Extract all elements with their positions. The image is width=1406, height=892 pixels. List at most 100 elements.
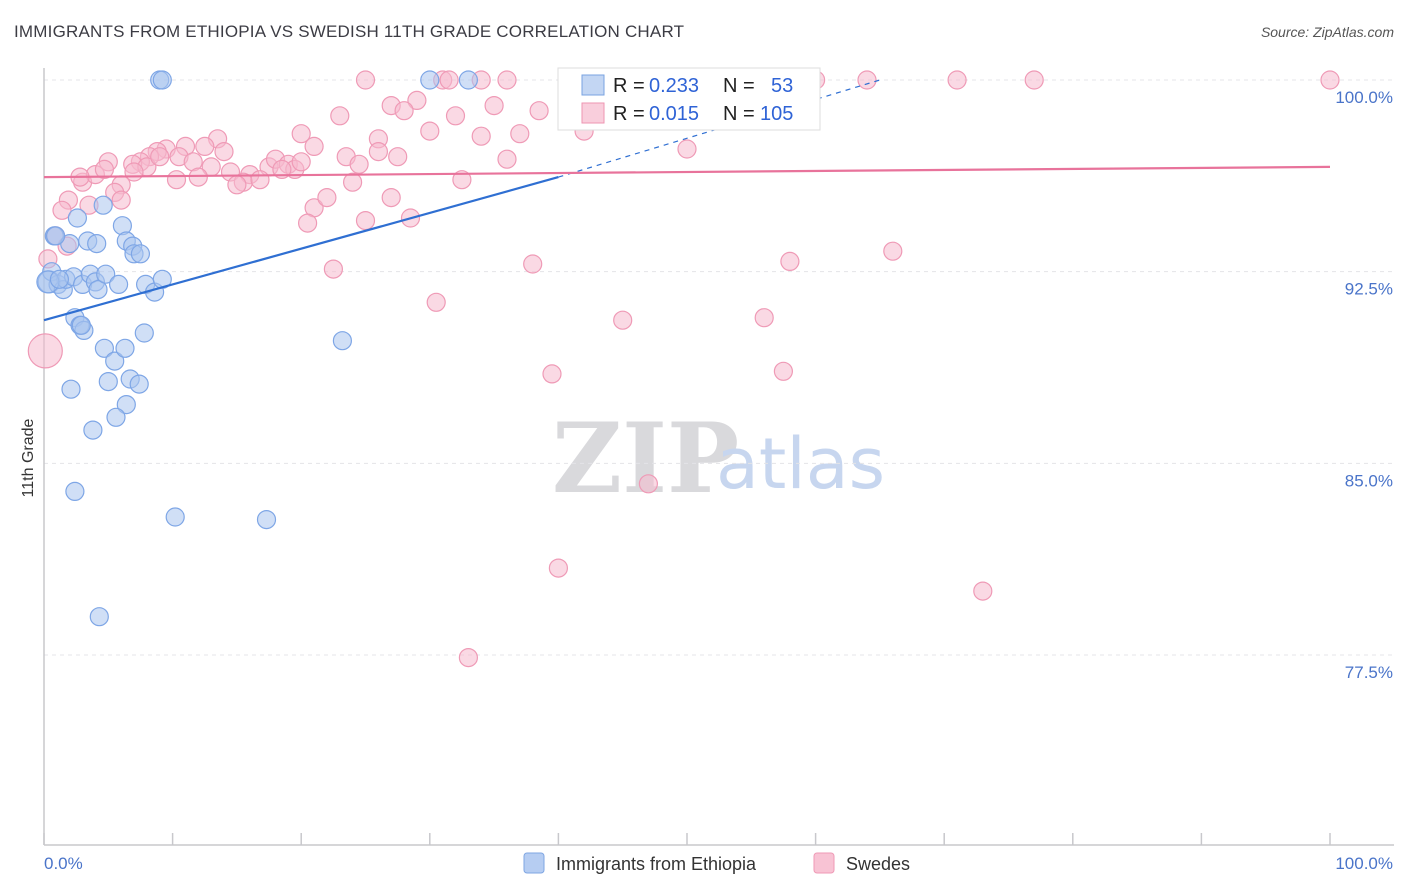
legend-swatch-ethiopia bbox=[581, 74, 605, 96]
ethiopia-point bbox=[49, 269, 70, 289]
legend-r-value-swedes: 0.015 bbox=[649, 103, 699, 125]
ethiopia-point bbox=[105, 351, 125, 371]
swedes-point bbox=[291, 152, 311, 172]
swedes-point bbox=[27, 333, 63, 369]
ethiopia-point bbox=[87, 234, 107, 254]
swedes-trend-line bbox=[43, 165, 1331, 179]
x-tick-label-max: 100.0% bbox=[1335, 854, 1393, 873]
swedes-point bbox=[613, 310, 633, 330]
bottom-legend-label-swedes[interactable]: Swedes bbox=[846, 854, 910, 874]
ethiopia-trend-line bbox=[43, 176, 559, 322]
ethiopia-point bbox=[98, 372, 118, 392]
ethiopia-point bbox=[89, 607, 109, 627]
x-ticks bbox=[43, 833, 1331, 845]
bottom-legend-swatch-ethiopia[interactable] bbox=[523, 852, 545, 874]
swedes-point bbox=[298, 213, 318, 233]
y-axis-title: 11th Grade bbox=[20, 418, 37, 497]
legend-n-value-swedes: 105 bbox=[760, 103, 793, 125]
swedes-point bbox=[497, 70, 517, 90]
swedes-point bbox=[317, 188, 337, 208]
swedes-point bbox=[857, 70, 877, 90]
swedes-point bbox=[304, 136, 324, 156]
swedes-point bbox=[323, 259, 343, 279]
bottom-legend: Immigrants from Ethiopia Swedes bbox=[523, 852, 910, 874]
watermark-zip: ZIP bbox=[552, 402, 739, 515]
swedes-point bbox=[523, 254, 543, 274]
swedes-point bbox=[548, 558, 569, 578]
swedes-point bbox=[111, 190, 131, 210]
bottom-legend-swatch-swedes[interactable] bbox=[813, 852, 835, 874]
swedes-point bbox=[420, 121, 440, 141]
swedes-point bbox=[355, 211, 376, 231]
swedes-point bbox=[497, 149, 517, 169]
swedes-point bbox=[638, 474, 659, 494]
swedes-point bbox=[445, 106, 466, 126]
swedes-point bbox=[272, 159, 292, 179]
ethiopia-point bbox=[45, 226, 66, 246]
swedes-point bbox=[388, 147, 408, 167]
ethiopia-point bbox=[134, 323, 154, 343]
swedes-point bbox=[94, 159, 115, 179]
ethiopia-point bbox=[94, 338, 115, 358]
swedes-point bbox=[529, 101, 549, 121]
y-tick-label: 92.5% bbox=[1345, 280, 1393, 299]
swedes-point bbox=[677, 139, 697, 159]
ethiopia-point bbox=[256, 509, 277, 530]
legend-n-label-ethiopia: N = bbox=[723, 75, 755, 97]
swedes-point bbox=[426, 292, 446, 312]
swedes-point bbox=[542, 364, 562, 384]
ethiopia-point bbox=[116, 395, 136, 415]
swedes-point bbox=[250, 170, 270, 190]
ethiopia-point bbox=[332, 331, 352, 351]
legend-r-label-swedes: R = bbox=[613, 103, 645, 125]
swedes-point bbox=[754, 308, 774, 328]
bottom-legend-label-ethiopia[interactable]: Immigrants from Ethiopia bbox=[556, 854, 757, 874]
swedes-point bbox=[947, 70, 967, 90]
ethiopia-point bbox=[65, 481, 85, 501]
swedes-point bbox=[773, 361, 794, 381]
ethiopia-point bbox=[130, 244, 150, 264]
swedes-point bbox=[195, 136, 215, 156]
swedes-point bbox=[166, 170, 187, 190]
ethiopia-point bbox=[61, 379, 81, 399]
swedes-point bbox=[883, 241, 903, 261]
swedes-point bbox=[394, 101, 414, 121]
swedes-point bbox=[1024, 70, 1044, 90]
series-swedes bbox=[27, 70, 1340, 668]
swedes-point bbox=[52, 200, 72, 220]
swedes-point bbox=[407, 90, 427, 111]
legend-n-value-ethiopia: 53 bbox=[771, 75, 793, 97]
ethiopia-point bbox=[83, 420, 103, 440]
swedes-point bbox=[291, 124, 311, 144]
swedes-point bbox=[439, 70, 459, 90]
swedes-point bbox=[349, 154, 369, 174]
ethiopia-point bbox=[108, 274, 129, 294]
axes bbox=[43, 68, 1394, 846]
legend-n-label-swedes: N = bbox=[723, 103, 755, 125]
ethiopia-point bbox=[88, 280, 108, 300]
ethiopia-point bbox=[152, 70, 172, 90]
swedes-point bbox=[368, 142, 388, 162]
swedes-point bbox=[330, 106, 350, 126]
swedes-point bbox=[188, 167, 208, 187]
swedes-point bbox=[343, 172, 363, 192]
legend-box: R = 0.233 N = 53 R = 0.015 N = 105 bbox=[557, 67, 821, 131]
legend-r-label-ethiopia: R = bbox=[613, 75, 645, 97]
y-tick-labels: 100.0% 92.5% 85.0% 77.5% bbox=[1335, 88, 1393, 682]
swedes-point bbox=[973, 581, 993, 601]
ethiopia-point bbox=[458, 70, 478, 90]
swedes-point bbox=[452, 170, 472, 190]
trend-lines bbox=[43, 79, 1331, 322]
ethiopia-point bbox=[67, 208, 88, 228]
swedes-point bbox=[471, 126, 491, 146]
ethiopia-point bbox=[96, 264, 116, 284]
ethiopia-point bbox=[71, 315, 91, 335]
swedes-point bbox=[484, 95, 504, 116]
series-ethiopia bbox=[36, 70, 478, 627]
swedes-point bbox=[214, 142, 234, 162]
swedes-point bbox=[355, 70, 376, 90]
swedes-point bbox=[227, 175, 247, 195]
x-tick-label-min: 0.0% bbox=[44, 854, 83, 873]
legend-swatch-swedes bbox=[581, 102, 605, 124]
